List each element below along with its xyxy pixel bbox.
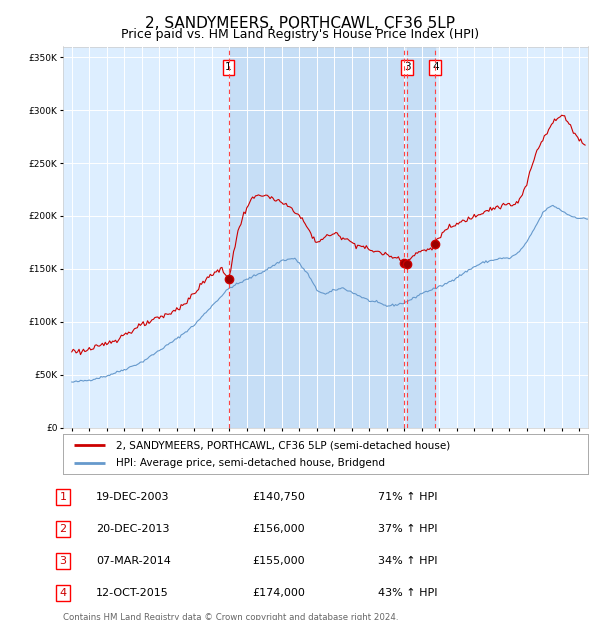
Text: 43% ↑ HPI: 43% ↑ HPI xyxy=(378,588,437,598)
Text: 71% ↑ HPI: 71% ↑ HPI xyxy=(378,492,437,502)
Text: £174,000: £174,000 xyxy=(252,588,305,598)
Text: 3: 3 xyxy=(404,63,411,73)
Text: 37% ↑ HPI: 37% ↑ HPI xyxy=(378,524,437,534)
Text: 07-MAR-2014: 07-MAR-2014 xyxy=(96,556,171,566)
Text: 20-DEC-2013: 20-DEC-2013 xyxy=(96,524,170,534)
Text: 12-OCT-2015: 12-OCT-2015 xyxy=(96,588,169,598)
Text: HPI: Average price, semi-detached house, Bridgend: HPI: Average price, semi-detached house,… xyxy=(115,458,385,468)
Text: 19-DEC-2003: 19-DEC-2003 xyxy=(96,492,170,502)
Text: 2: 2 xyxy=(59,524,67,534)
Text: 4: 4 xyxy=(59,588,67,598)
Text: £155,000: £155,000 xyxy=(252,556,305,566)
Text: £156,000: £156,000 xyxy=(252,524,305,534)
Text: 34% ↑ HPI: 34% ↑ HPI xyxy=(378,556,437,566)
Text: Contains HM Land Registry data © Crown copyright and database right 2024.: Contains HM Land Registry data © Crown c… xyxy=(63,613,398,620)
Bar xyxy=(229,46,404,428)
Text: 1: 1 xyxy=(225,63,232,73)
Bar xyxy=(407,46,436,428)
Text: 2, SANDYMEERS, PORTHCAWL, CF36 5LP: 2, SANDYMEERS, PORTHCAWL, CF36 5LP xyxy=(145,16,455,30)
Text: 3: 3 xyxy=(59,556,67,566)
Text: £140,750: £140,750 xyxy=(252,492,305,502)
Text: 2, SANDYMEERS, PORTHCAWL, CF36 5LP (semi-detached house): 2, SANDYMEERS, PORTHCAWL, CF36 5LP (semi… xyxy=(115,440,450,450)
Text: 4: 4 xyxy=(432,63,439,73)
Text: 1: 1 xyxy=(59,492,67,502)
Text: Price paid vs. HM Land Registry's House Price Index (HPI): Price paid vs. HM Land Registry's House … xyxy=(121,28,479,41)
